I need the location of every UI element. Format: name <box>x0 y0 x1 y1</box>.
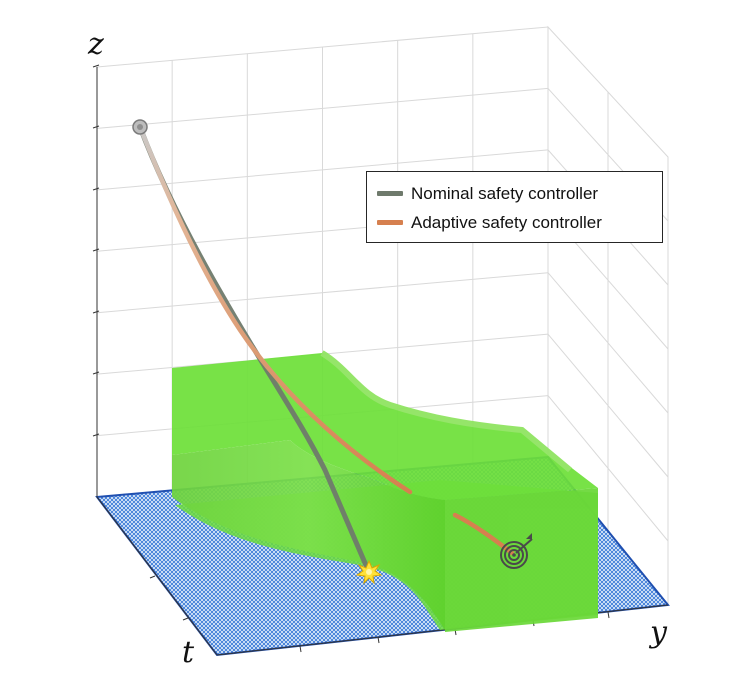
z-tick <box>92 433 100 437</box>
collision-burst-icon <box>355 559 383 585</box>
z-tick <box>92 310 100 314</box>
target-icon <box>500 533 533 569</box>
safe-set-front-side <box>172 368 445 630</box>
z-tick <box>92 125 100 129</box>
grid-line-horizontal <box>96 272 549 314</box>
legend-label-adaptive: Adaptive safety controller <box>411 212 602 232</box>
z-tick <box>92 187 100 191</box>
z-tick <box>92 64 100 68</box>
z-axis-label: z <box>88 27 104 62</box>
grid-line-horizontal <box>96 149 549 191</box>
t-axis-line <box>96 496 218 656</box>
y-tick <box>377 636 380 644</box>
safe-set-back-curve <box>320 350 572 473</box>
t-axis-label: t <box>182 635 195 670</box>
legend: Nominal safety controller Adaptive safet… <box>366 171 663 243</box>
z-tick <box>92 248 100 252</box>
y-tick <box>299 645 302 653</box>
legend-swatch-nominal <box>377 191 403 196</box>
z-tick <box>92 371 100 375</box>
t-tick <box>182 617 189 621</box>
legend-entry-nominal: Nominal safety controller <box>377 179 662 208</box>
legend-swatch-adaptive <box>377 220 403 225</box>
grid-line-horizontal <box>96 87 549 129</box>
adaptive-trajectory <box>137 124 413 495</box>
y-axis-label: y <box>650 615 667 650</box>
y-tick <box>607 611 610 619</box>
start-point-icon <box>132 119 148 135</box>
legend-entry-adaptive: Adaptive safety controller <box>377 208 662 237</box>
t-tick <box>149 575 156 579</box>
legend-label-nominal: Nominal safety controller <box>411 183 599 203</box>
